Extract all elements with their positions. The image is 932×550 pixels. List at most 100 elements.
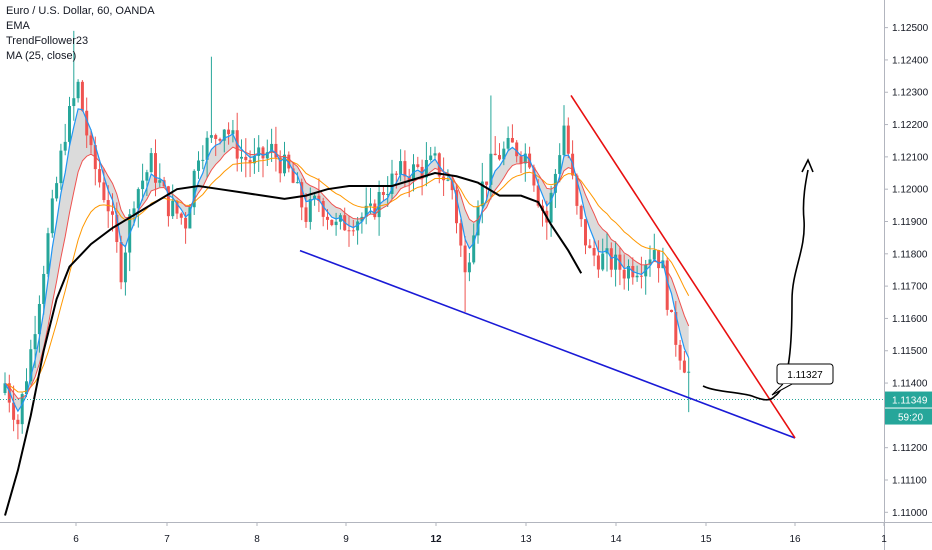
price-tick-label: 1.12300 (892, 88, 929, 99)
candle-body (222, 129, 226, 141)
candle-body (188, 207, 192, 229)
candle-body (635, 275, 639, 278)
candle-body (46, 233, 50, 274)
time-tick-label: 9 (343, 534, 349, 545)
price-tick-label: 1.11100 (892, 475, 927, 486)
price-tick-label: 1.11500 (892, 346, 928, 357)
price-tick-label: 1.11400 (892, 379, 928, 390)
time-tick-label: 8 (254, 534, 260, 545)
candle-body (489, 153, 493, 185)
candle-body (274, 143, 278, 158)
candle-body (450, 179, 454, 191)
support-trendline[interactable] (299, 249, 796, 439)
candle-body (158, 180, 162, 183)
time-tick-label: 12 (430, 534, 442, 545)
resistance-trendline[interactable] (570, 95, 796, 439)
candle-body (510, 137, 514, 143)
price-tick-label: 1.12500 (892, 23, 929, 34)
candle-body (197, 160, 200, 171)
candle-body (111, 211, 114, 215)
candle-body (270, 143, 274, 153)
candle-body (16, 419, 20, 425)
price-callout-label: 1.11327 (787, 370, 823, 381)
price-tick-label: 1.11700 (892, 282, 928, 293)
candle-body (179, 213, 183, 218)
candle-body (89, 135, 93, 146)
price-callout-box[interactable] (776, 363, 834, 385)
price-tick-label: 1.11000 (892, 508, 928, 519)
candle-body (171, 200, 175, 217)
candle-body (257, 147, 261, 156)
candle-body (506, 137, 510, 149)
candle-body (558, 155, 562, 174)
candle-body (639, 275, 643, 277)
plot-area[interactable] (0, 0, 884, 522)
price-tick-label: 1.12200 (892, 120, 929, 131)
candle-body (231, 130, 235, 135)
candle-body (347, 230, 351, 232)
chart-legend: Euro / U.S. Dollar, 60, OANDA EMA TrendF… (6, 4, 155, 64)
candle-body (429, 155, 433, 161)
candle-body (562, 125, 566, 156)
candle-body (102, 182, 106, 201)
symbol-title: Euro / U.S. Dollar, 60, OANDA (6, 5, 155, 17)
candle-body (321, 201, 325, 217)
candle-body (261, 147, 265, 159)
candle-body (85, 110, 89, 136)
candle-body (674, 312, 678, 345)
candle-body (665, 260, 669, 310)
candle-body (317, 195, 321, 202)
time-tick-label: 6 (73, 534, 79, 545)
candle-body (670, 309, 673, 313)
candle-body (278, 157, 282, 174)
candle-body (386, 193, 390, 195)
candle-body (50, 198, 54, 234)
candle-body (575, 175, 579, 206)
candle-body (493, 153, 497, 156)
price-callout-pointer (771, 383, 793, 396)
candle-body (7, 383, 11, 403)
candle-body (601, 253, 605, 270)
candle-body (55, 183, 59, 199)
current-price-badge (885, 391, 932, 408)
candle-body (463, 245, 467, 273)
price-tick-label: 1.11900 (892, 217, 928, 228)
price-tick-label: 1.12400 (892, 55, 929, 66)
candle-body (166, 186, 170, 217)
candle-body (25, 381, 28, 395)
indicator-ma[interactable]: MA (25, close) (6, 50, 77, 62)
candle-body (476, 206, 480, 236)
candle-body (399, 161, 403, 175)
ema-cloud-fill (5, 108, 689, 412)
candle-body (609, 248, 613, 270)
candle-body (330, 219, 334, 226)
candle-body (265, 152, 269, 159)
candle-body (433, 153, 437, 156)
countdown-badge (885, 408, 932, 425)
candle-body (579, 205, 583, 220)
indicator-trendfollower[interactable]: TrendFollower23 (6, 35, 89, 47)
candle-body (63, 141, 67, 151)
candle-body (502, 148, 506, 160)
indicator-ema[interactable]: EMA (6, 20, 30, 32)
candle-body (205, 137, 209, 160)
candle-body (326, 216, 329, 220)
time-tick-label: 13 (520, 534, 532, 545)
candle-body (566, 125, 570, 154)
candle-body (283, 154, 286, 174)
candle-body (459, 223, 463, 246)
candle-body (407, 176, 411, 182)
candle-body (119, 242, 123, 283)
candle-body (455, 190, 458, 224)
price-tick-label: 1.11200 (892, 443, 928, 454)
candle-body (33, 334, 37, 350)
candle-body (149, 153, 153, 173)
candle-body (467, 262, 471, 273)
candle-body (622, 269, 626, 279)
candle-body (184, 217, 188, 229)
projection-path[interactable] (702, 169, 809, 401)
candle-body (437, 153, 441, 177)
candle-body (201, 159, 205, 161)
candle-body (308, 199, 312, 222)
